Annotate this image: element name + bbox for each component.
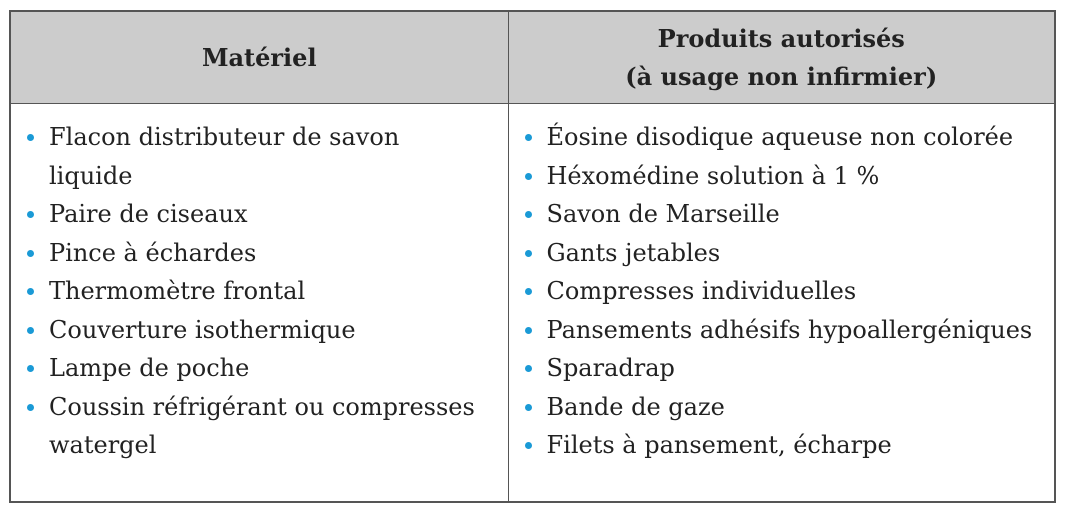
list-item: Bande de gaze: [521, 388, 1055, 427]
list-item: Éosine disodique aqueuse non colorée: [521, 118, 1055, 157]
materiel-cell: Flacon distributeur de savon liquide Pair…: [9, 103, 509, 503]
list-item: Savon de Marseille: [521, 195, 1055, 234]
list-item: Filets à pansement, écharpe: [521, 426, 1055, 465]
materiel-list: Flacon distributeur de savon liquide Pair…: [23, 118, 508, 465]
header-materiel: Matériel: [9, 10, 509, 104]
list-item: Compresses individuelles: [521, 272, 1055, 311]
list-item: Paire de ciseaux: [23, 195, 508, 234]
list-item: Thermomètre frontal: [23, 272, 508, 311]
list-item: Héxomédine solution à 1 %: [521, 157, 1055, 196]
produits-list: Éosine disodique aqueuse non colorée Héxo…: [521, 118, 1055, 465]
supplies-table: Matériel Produits autorisés (à usage non …: [9, 10, 1056, 503]
list-item: Gants jetables: [521, 234, 1055, 273]
list-item: Pince à échardes: [23, 234, 508, 273]
list-item: Sparadrap: [521, 349, 1055, 388]
list-item: Couverture isothermique: [23, 311, 508, 350]
list-item: Flacon distributeur de savon liquide: [23, 118, 508, 195]
list-item: Pansements adhésifs hypoallergéniques: [521, 311, 1055, 350]
header-produits-line1: Produits autorisés: [657, 23, 905, 53]
produits-cell: Éosine disodique aqueuse non colorée Héxo…: [507, 103, 1056, 503]
list-item: Coussin réfrigérant ou compresses waterg…: [23, 388, 508, 465]
header-produits-line2: (à usage non infirmier): [625, 61, 938, 91]
list-item: Lampe de poche: [23, 349, 508, 388]
header-produits: Produits autorisés (à usage non infirmier…: [507, 10, 1056, 104]
